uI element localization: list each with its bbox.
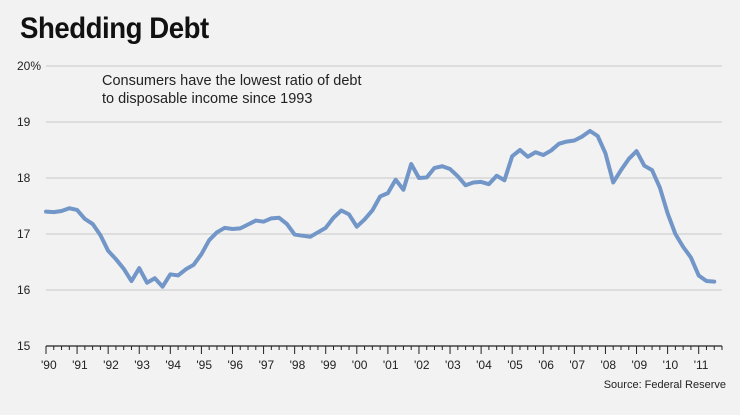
annotation-line-1: Consumers have the lowest ratio of debt	[102, 73, 362, 89]
annotation-line-2: to disposable income since 1993	[102, 91, 313, 107]
x-tick-label: '04	[476, 358, 492, 372]
y-tick-label: 17	[17, 227, 31, 241]
source-note: Source: Federal Reserve	[603, 379, 726, 391]
x-tick-label: '98	[290, 358, 306, 372]
y-tick-label: 16	[17, 283, 31, 297]
x-tick-label: '95	[196, 358, 212, 372]
x-tick-label: '09	[632, 358, 648, 372]
y-tick-label: 19	[17, 115, 31, 129]
y-tick-label: 20%	[17, 59, 41, 73]
x-tick-label: '02	[414, 358, 430, 372]
x-tick-label: '99	[321, 358, 337, 372]
x-tick-label: '05	[507, 358, 523, 372]
x-tick-label: '07	[569, 358, 585, 372]
chart-annotation: Consumers have the lowest ratio of debt …	[102, 72, 362, 108]
x-tick-label: '96	[227, 358, 243, 372]
x-tick-label: '03	[445, 358, 461, 372]
series-line	[44, 128, 717, 289]
x-tick-label: '11	[694, 358, 709, 372]
x-tick-label: '00	[352, 358, 368, 372]
series-layer	[44, 128, 717, 289]
y-axis-labels: 20% 19 18 17 16 15	[17, 59, 41, 353]
chart-title: Shedding Debt	[20, 12, 209, 45]
x-axis	[45, 345, 723, 354]
x-axis-labels: '90 '91 '92 '93 '94 '95 '96 '97 '98 '99 '00 '01 '02 '…	[41, 358, 709, 372]
y-tick-label: 18	[17, 171, 31, 185]
x-tick-label: '94	[165, 358, 181, 372]
x-tick-label: '90	[41, 358, 57, 372]
x-tick-label: '92	[103, 358, 119, 372]
x-tick-label: '08	[600, 358, 616, 372]
x-tick-label: '06	[538, 358, 554, 372]
x-tick-label: '97	[259, 358, 275, 372]
x-tick-label: '10	[663, 358, 679, 372]
x-tick-label: '91	[72, 358, 88, 372]
x-tick-label: '01	[383, 358, 399, 372]
x-tick-label: '93	[134, 358, 150, 372]
gridlines	[46, 65, 722, 291]
y-tick-label: 15	[17, 339, 31, 353]
